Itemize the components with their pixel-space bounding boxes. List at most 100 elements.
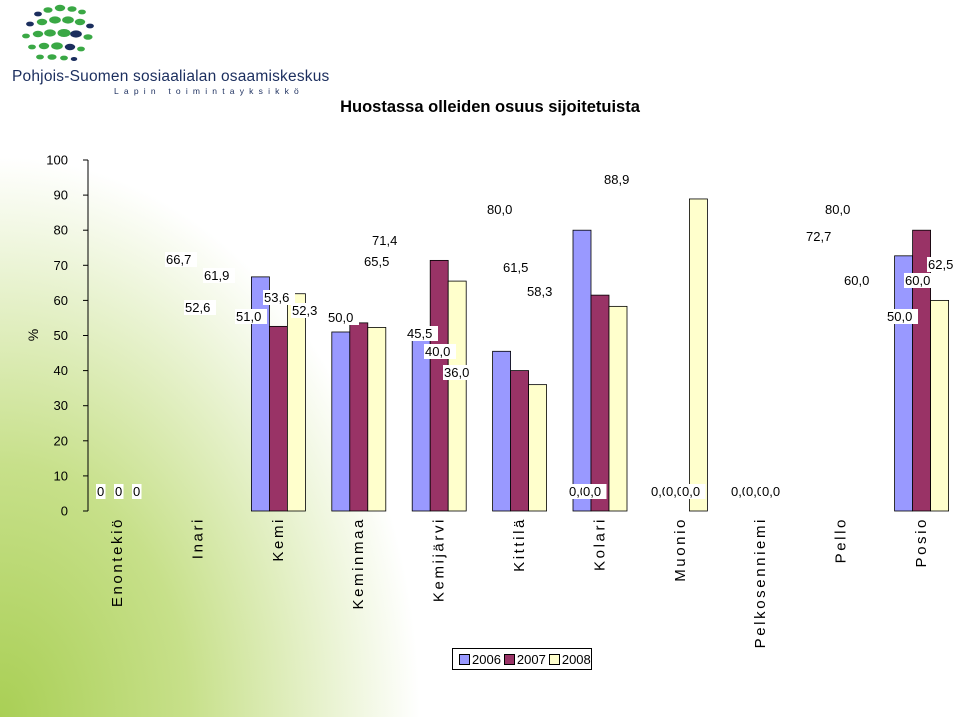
y-tick-label: 90 — [54, 188, 68, 203]
y-tick-label: 40 — [54, 363, 68, 378]
bar-label-Kemi-2006: 51,0 — [236, 309, 261, 324]
bar-label-bg — [927, 257, 959, 272]
bar-label-bg — [904, 273, 936, 288]
bar-Pello-2006 — [894, 255, 913, 512]
y-axis-label: % — [25, 329, 41, 341]
bar-label-Muonio-2007: 0,0 — [666, 484, 684, 499]
legend-swatch-2006 — [459, 653, 470, 665]
bar-label-Pelkosenniemi-2008: 0,0 — [762, 484, 780, 499]
logo-dot — [67, 6, 77, 12]
chart-title: Huostassa olleiden osuus sijoitetuista — [340, 98, 640, 116]
logo-dot — [49, 16, 61, 24]
legend-swatch-2008 — [548, 653, 560, 665]
legend-swatch-2007 — [503, 653, 515, 665]
bar-Keminmaa-2007 — [429, 259, 449, 512]
legend-item-2007: 2007 — [503, 651, 546, 667]
bar-label-bg — [291, 303, 323, 318]
bar-label-Inari-2006: 66,7 — [166, 252, 191, 267]
bar-label-Kemijärvi-2006: 45,5 — [407, 326, 432, 341]
bar-Kemijärvi-2007 — [510, 370, 530, 512]
bar-Inari-2008 — [286, 293, 306, 512]
logo-dot — [38, 42, 50, 50]
x-label-Pello: Pello — [833, 517, 850, 563]
bar-label-bg — [96, 484, 106, 499]
logo-dot — [47, 54, 57, 60]
bar-label-bg — [843, 273, 875, 288]
bar-label-bg — [805, 229, 837, 244]
logo-dot — [26, 21, 34, 27]
bar-label-Pello-2008: 60,0 — [844, 273, 869, 288]
x-label-Kemijärvi: Kemijärvi — [431, 517, 448, 602]
bar-label-Enontekiö-2007: 0 — [115, 484, 122, 499]
logo-dot — [43, 7, 53, 13]
legend: 2006 2007 2008 — [452, 648, 592, 670]
bar-label-Kittilä-2008: 58,3 — [527, 284, 552, 299]
logo-dot — [32, 30, 44, 38]
bar-Kemi-2008 — [367, 327, 387, 512]
legend-item-2006: 2006 — [459, 652, 501, 667]
bar-label-Kemi-2007: 53,6 — [264, 290, 289, 305]
x-label-Muonio: Muonio — [672, 517, 689, 582]
logo-dot — [64, 43, 76, 51]
bar-Kemi-2007 — [349, 322, 369, 512]
x-label-Posio: Posio — [913, 517, 930, 568]
y-tick-label: 20 — [54, 433, 68, 448]
bar-Inari-2007 — [268, 325, 288, 512]
x-label-Kolari: Kolari — [591, 517, 608, 571]
bar-label-bg — [406, 326, 438, 341]
x-axis-labels: Enontekiö Inari Kemi Keminmaa Kemijärvi Kitti… — [109, 517, 930, 648]
bar-label-Pello-2006: 72,7 — [806, 229, 831, 244]
bar-label-Kemijärvi-2007: 40,0 — [425, 344, 450, 359]
logo-dot — [28, 44, 36, 50]
bar-label-bg — [132, 484, 142, 499]
bar-label-bg — [203, 268, 235, 283]
bar-label-Pelkosenniemi-2006: 0,0 — [731, 484, 749, 499]
y-tick-label: 10 — [54, 468, 68, 483]
x-label-Kemi: Kemi — [270, 517, 287, 562]
bar-label-bg — [424, 344, 456, 359]
bar-label-bg — [681, 484, 706, 499]
logo-dots — [22, 4, 94, 61]
bar-label-Muonio-2006: 0,0 — [651, 484, 669, 499]
logo-dot — [22, 33, 30, 39]
bar-label-bg — [443, 365, 475, 380]
logo-dot — [54, 4, 66, 12]
logo-dot — [36, 18, 48, 26]
logo-dot-cluster — [22, 4, 94, 61]
bar-label-bg — [184, 300, 216, 315]
bars — [250, 198, 949, 512]
bar-label-Enontekiö-2006: 0 — [97, 484, 104, 499]
x-label-Pelkosenniemi: Pelkosenniemi — [752, 517, 769, 648]
bar-label-Keminmaa-2006: 50,0 — [328, 310, 353, 325]
bar-label-Inari-2007: 52,6 — [185, 300, 210, 315]
logo-dot — [74, 18, 86, 26]
logo-dot — [60, 55, 68, 61]
bar-label-bg — [327, 310, 359, 325]
logo-dot — [86, 23, 94, 29]
legend-label-2006: 2006 — [472, 651, 501, 667]
logo-dot — [57, 29, 71, 37]
y-tick-label: 80 — [54, 223, 68, 238]
x-label-Kittilä: Kittilä — [511, 517, 528, 572]
bar-label-bg — [582, 484, 607, 499]
bar-Kemijärvi-2008 — [528, 384, 547, 512]
x-label-Keminmaa: Keminmaa — [350, 517, 367, 610]
bar-label-bg — [114, 484, 124, 499]
bar-label-bg — [824, 202, 856, 217]
legend-label-2008: 2008 — [561, 651, 591, 667]
logo-dot — [36, 54, 44, 60]
legend-label-2007: 2007 — [516, 651, 546, 667]
bar-label-bg — [371, 233, 403, 248]
bar-Keminmaa-2006 — [411, 335, 431, 512]
bar-Kemi-2006 — [331, 331, 351, 512]
y-tick-label: 30 — [54, 398, 68, 413]
bar-Pello-2008 — [930, 299, 949, 512]
y-axis: 0 10 20 30 40 50 60 70 80 90 100% — [25, 153, 89, 519]
y-tick-label: 70 — [54, 258, 68, 273]
bar-Kemijärvi-2006 — [492, 350, 512, 512]
bar-label-bg — [165, 252, 197, 267]
bar-Kittilä-2008 — [608, 305, 628, 512]
logo-dot — [78, 9, 86, 15]
bar-label-Kemijärvi-2008: 36,0 — [444, 365, 469, 380]
